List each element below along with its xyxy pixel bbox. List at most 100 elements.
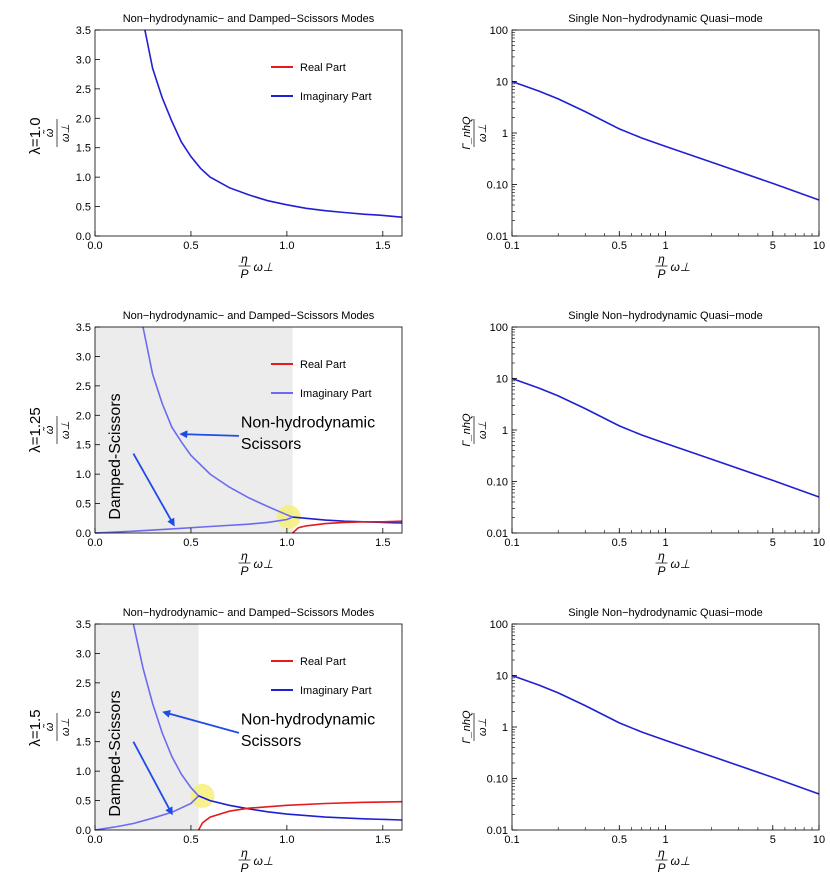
x-tick-label: 10 (813, 240, 825, 252)
x-tick-label: 1.5 (375, 240, 390, 252)
legend: Real Part Imaginary Part (271, 62, 372, 103)
x-tick-label: 0.1 (504, 834, 519, 846)
y-axis-label: ω̃ ω⊥ (43, 416, 72, 444)
chart-modes-lambda-1: 0.0 0.5 1.0 1.5 0.0 0.5 1.0 1.5 2.0 2.5 3.0 3.5 Non−… (43, 13, 403, 281)
x-tick-label: 1.0 (279, 834, 294, 846)
x-axis-label: ηP ω⊥ (655, 846, 691, 875)
x-axis-label-suffix: ω⊥ (671, 854, 691, 868)
y-tick-label: 1.5 (76, 737, 91, 749)
x-tick-label: 10 (813, 537, 825, 549)
series-line-1 (94, 795, 200, 831)
row-label-lambda-1: λ=1.0 (27, 117, 44, 154)
x-tick-label: 10 (813, 834, 825, 846)
plot-frame (94, 29, 403, 237)
x-axis-label-denominator: P (240, 267, 248, 281)
y-tick-label: 3.0 (76, 54, 91, 66)
x-tick-label: 1 (662, 834, 668, 846)
y-tick-label: 3.0 (76, 648, 91, 660)
y-tick-label: 3.5 (76, 25, 91, 37)
legend-label-0: Real Part (300, 359, 346, 371)
x-tick-label: 0.0 (87, 537, 102, 549)
series-line-0 (132, 623, 200, 797)
y-tick-label: 0.01 (487, 825, 508, 837)
y-axis-label-denominator: ω⊥ (477, 124, 489, 142)
y-axis-label-denominator: ω⊥ (60, 718, 72, 736)
y-tick-label: 1.0 (76, 469, 91, 481)
plot-frame (94, 623, 403, 831)
y-tick-label: 1 (502, 128, 508, 140)
annotation-text-1: Scissors (241, 733, 301, 750)
y-tick-label: 1 (502, 425, 508, 437)
x-axis-label: ηP ω⊥ (655, 252, 690, 281)
annotation-text-0: Non-hydrodynamic (241, 712, 375, 729)
row-label-lambda-2: λ=1.25 (27, 407, 44, 452)
chart-title: Non−hydrodynamic− and Damped−Scissors Mo… (123, 310, 375, 322)
y-tick-label: 0.0 (76, 528, 91, 540)
y-axis-label-numerator: ω̃ (43, 425, 56, 434)
annotation-arrow-0 (162, 710, 240, 734)
y-tick-label: 1.5 (76, 143, 91, 155)
series-line-0 (511, 377, 820, 498)
legend: Real Part Imaginary Part (271, 359, 372, 400)
x-axis-label-numerator: η (241, 549, 248, 563)
x-tick-label: 0.0 (87, 240, 102, 252)
y-tick-label: 0.01 (487, 231, 508, 243)
y-tick-label: 2.0 (76, 707, 91, 719)
x-axis-label: ηP ω⊥ (655, 549, 690, 578)
y-tick-label: 10 (496, 374, 508, 386)
x-tick-label: 1.5 (375, 537, 390, 549)
x-tick-label: 0.1 (504, 240, 519, 252)
legend-label-1: Imaginary Part (300, 388, 372, 400)
chart-modes-lambda-2: 0.0 0.5 1.0 1.5 0.0 0.5 1.0 1.5 2.0 2.5 3.0 3.5 Non−… (43, 310, 403, 578)
crossing-marker (276, 505, 301, 530)
y-tick-label: 3.5 (76, 322, 91, 334)
y-axis-label: Γ_nhQ ω⊥ (461, 116, 489, 150)
x-tick-label: 5 (770, 834, 776, 846)
y-tick-label: 0.0 (76, 825, 91, 837)
y-tick-label: 0.5 (76, 796, 91, 808)
annotation-text-1: Scissors (241, 436, 301, 453)
x-axis-label-suffix: ω⊥ (254, 854, 274, 868)
chart-title: Single Non−hydrodynamic Quasi−mode (568, 310, 762, 322)
y-tick-label: 1.0 (76, 766, 91, 778)
y-tick-label: 0.10 (487, 477, 508, 489)
annotation-arrow-1 (132, 453, 175, 527)
x-axis-label-numerator: η (241, 252, 248, 266)
y-tick-label: 1.0 (76, 172, 91, 184)
x-tick-label: 0.1 (504, 537, 519, 549)
x-axis-label: ηP ω⊥ (238, 252, 273, 281)
series-line-0 (144, 29, 403, 218)
y-axis-label: Γ_nhQ ω⊥ (461, 413, 489, 447)
chart-quasi-mode-lambda-1: 0.1 0.5 1 5 10 0.01 0.10 1 10 100 Single Non−hydro… (461, 13, 825, 281)
y-tick-label: 2.0 (76, 410, 91, 422)
x-tick-label: 0.5 (183, 537, 198, 549)
x-axis-label-numerator: η (658, 252, 665, 266)
y-tick-label: 100 (490, 322, 508, 334)
y-axis-label-denominator: ω⊥ (60, 124, 72, 142)
crossing-marker (190, 783, 215, 808)
y-tick-label: 3.5 (76, 619, 91, 631)
shaded-region (95, 624, 199, 830)
series-line-3 (197, 800, 403, 831)
x-tick-label: 1.0 (279, 240, 294, 252)
x-axis-label-denominator: P (657, 267, 665, 281)
x-axis-label-denominator: P (657, 861, 665, 875)
legend-label-1: Imaginary Part (300, 91, 372, 103)
annotation-arrow-0 (179, 430, 239, 439)
chart-quasi-mode-lambda-2: 0.1 0.5 1 5 10 0.01 0.10 1 10 100 Single Non−hydro… (461, 310, 825, 578)
y-axis-label: ω̃ ω⊥ (43, 713, 72, 741)
x-tick-label: 0.5 (183, 834, 198, 846)
y-tick-label: 2.5 (76, 84, 91, 96)
series-line-3 (292, 520, 403, 534)
x-axis-label-denominator: P (240, 564, 248, 578)
x-axis-label-suffix: ω⊥ (254, 557, 274, 571)
x-tick-label: 1 (662, 537, 668, 549)
x-axis-label-denominator: P (657, 564, 665, 578)
plot-frame (511, 326, 820, 534)
chart-title: Non−hydrodynamic− and Damped−Scissors Mo… (123, 607, 375, 619)
x-tick-label: 1.0 (279, 537, 294, 549)
y-axis-label: Γ_nhQ ω⊥ (461, 710, 489, 744)
y-axis-label: ω̃ ω⊥ (43, 119, 72, 147)
x-tick-label: 5 (770, 537, 776, 549)
